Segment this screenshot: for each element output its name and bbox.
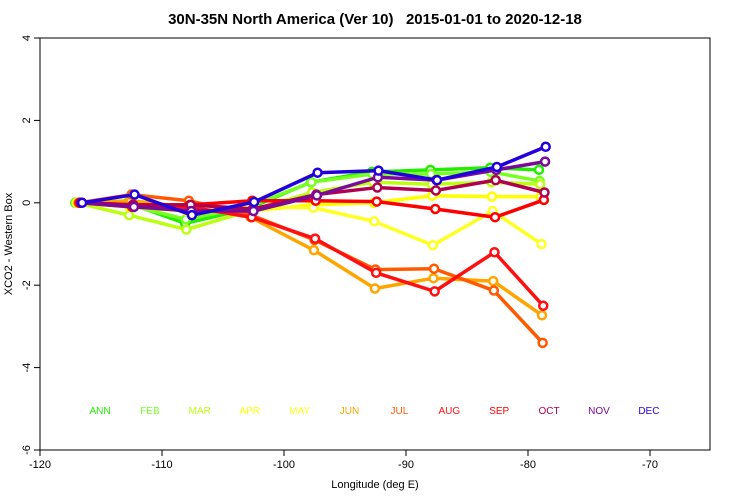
- legend: ANN FEB MAR APR MAY JUN JUL AUG SEP OCT NOV DEC: [89, 406, 659, 417]
- data-point: [536, 238, 547, 250]
- data-point: [373, 165, 384, 176]
- y-tick-label: 4: [21, 35, 33, 41]
- data-point: [539, 187, 550, 198]
- x-axis: -120 -110 -100 -90 -80 -70: [29, 450, 658, 471]
- chart-title: 30N-35N North America (Ver 10) 2015-01-0…: [168, 11, 582, 28]
- data-point: [181, 224, 192, 235]
- y-tick-label: 0: [21, 200, 33, 206]
- data-point: [428, 272, 439, 284]
- data-point: [489, 246, 500, 258]
- y-axis-label: XCO2 - Western Box: [3, 192, 15, 295]
- data-point: [428, 263, 440, 274]
- data-point: [308, 244, 320, 256]
- data-point: [430, 203, 441, 215]
- x-axis-label: Longitude (deg E): [331, 479, 418, 491]
- legend-entry-mar: MAR: [189, 406, 211, 417]
- data-point: [487, 275, 499, 287]
- y-tick-label: -6: [21, 445, 33, 455]
- legend-entry-feb: FEB: [140, 406, 160, 417]
- data-point: [371, 196, 382, 207]
- data-point: [429, 286, 440, 297]
- data-point: [369, 283, 381, 294]
- data-point: [312, 167, 323, 178]
- legend-entry-aug: AUG: [438, 406, 460, 417]
- data-point: [129, 189, 140, 200]
- plot-frame: [39, 37, 711, 451]
- data-point: [370, 267, 382, 279]
- data-point: [430, 185, 442, 196]
- data-point: [306, 176, 317, 188]
- data-point: [248, 205, 259, 217]
- legend-entry-nov: NOV: [588, 406, 610, 417]
- legend-entry-ann: ANN: [89, 406, 110, 417]
- data-point: [369, 216, 380, 227]
- data-point: [536, 310, 548, 321]
- legend-entry-jun: JUN: [340, 406, 359, 417]
- legend-entry-apr: APR: [239, 406, 260, 417]
- series-dec: [76, 141, 551, 221]
- data-point: [486, 191, 498, 202]
- legend-entry-jul: JUL: [391, 406, 409, 417]
- data-point: [248, 196, 260, 208]
- data-point: [490, 174, 501, 186]
- data-point: [427, 239, 439, 251]
- data-point: [537, 337, 548, 349]
- y-tick-label: 2: [21, 117, 33, 123]
- data-point: [538, 300, 549, 312]
- series-line: [78, 192, 544, 345]
- x-tick-label: -120: [29, 459, 51, 471]
- data-point: [533, 164, 545, 176]
- data-point: [186, 209, 198, 221]
- data-point: [311, 190, 323, 201]
- data-point: [489, 211, 501, 223]
- series-line: [78, 198, 544, 317]
- data-point: [76, 197, 88, 209]
- data-point: [431, 174, 443, 186]
- legend-entry-may: MAY: [289, 406, 310, 417]
- x-tick-label: -110: [151, 459, 172, 471]
- data-point: [123, 209, 135, 221]
- x-tick-label: -100: [273, 459, 295, 471]
- y-tick-label: -2: [21, 280, 33, 290]
- data-point: [491, 161, 503, 173]
- data-point: [540, 141, 551, 153]
- series-group: [70, 141, 551, 349]
- legend-entry-dec: DEC: [638, 406, 659, 417]
- data-point: [539, 156, 551, 167]
- x-tick-label: -90: [398, 459, 414, 471]
- data-point: [534, 179, 546, 190]
- y-tick-label: -4: [21, 363, 33, 373]
- y-axis: -6 -4 -2 0 2 4: [21, 35, 40, 455]
- legend-entry-sep: SEP: [489, 406, 509, 417]
- data-point: [372, 182, 383, 193]
- legend-entry-oct: OCT: [539, 406, 560, 417]
- data-point: [309, 233, 321, 244]
- data-point: [128, 201, 140, 213]
- x-tick-label: -70: [642, 459, 658, 471]
- x-tick-label: -80: [520, 459, 536, 471]
- data-point: [488, 285, 500, 296]
